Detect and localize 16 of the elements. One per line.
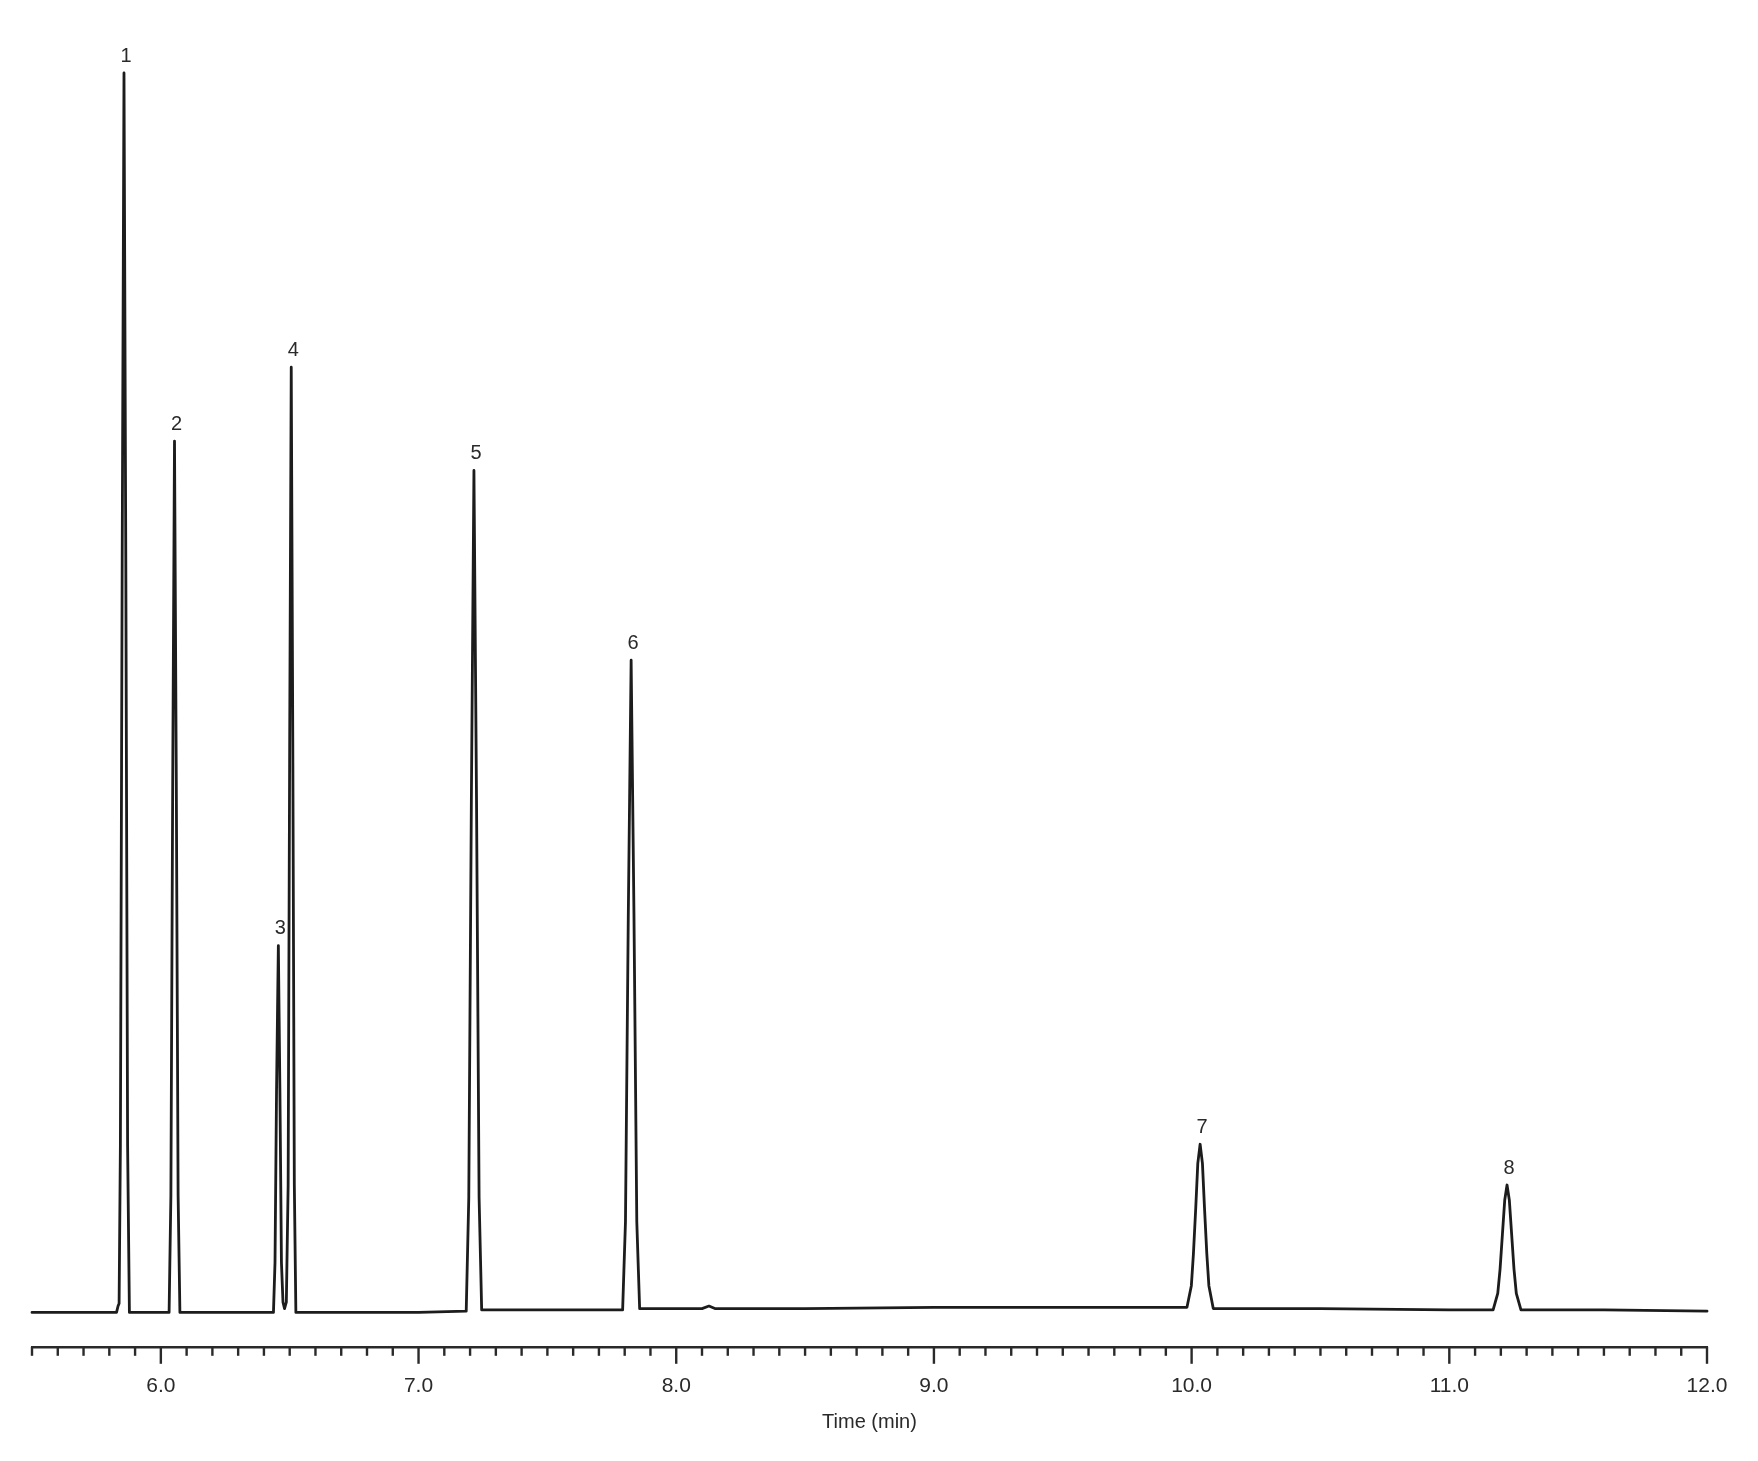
x-tick-label: 10.0 bbox=[1171, 1373, 1213, 1397]
x-axis-title: Time (min) bbox=[822, 1409, 917, 1432]
annotation: 6 bbox=[627, 630, 639, 653]
x-tick-label: 9.0 bbox=[919, 1373, 949, 1397]
x-tick-label: 12.0 bbox=[1686, 1373, 1728, 1397]
annotation: 1 bbox=[120, 43, 132, 66]
annotation: 5 bbox=[470, 440, 482, 463]
x-tick-label: 7.0 bbox=[403, 1373, 434, 1397]
x-tick-label: 6.0 bbox=[146, 1373, 176, 1397]
annotation: 2 bbox=[170, 411, 183, 434]
x-tick-label: 11.0 bbox=[1429, 1373, 1469, 1397]
annotation: 8 bbox=[1503, 1155, 1515, 1178]
x-tick-label: 8.0 bbox=[661, 1373, 691, 1397]
annotation: 4 bbox=[287, 337, 299, 360]
annotation: 7 bbox=[1196, 1114, 1208, 1137]
annotation: 3 bbox=[274, 916, 286, 939]
